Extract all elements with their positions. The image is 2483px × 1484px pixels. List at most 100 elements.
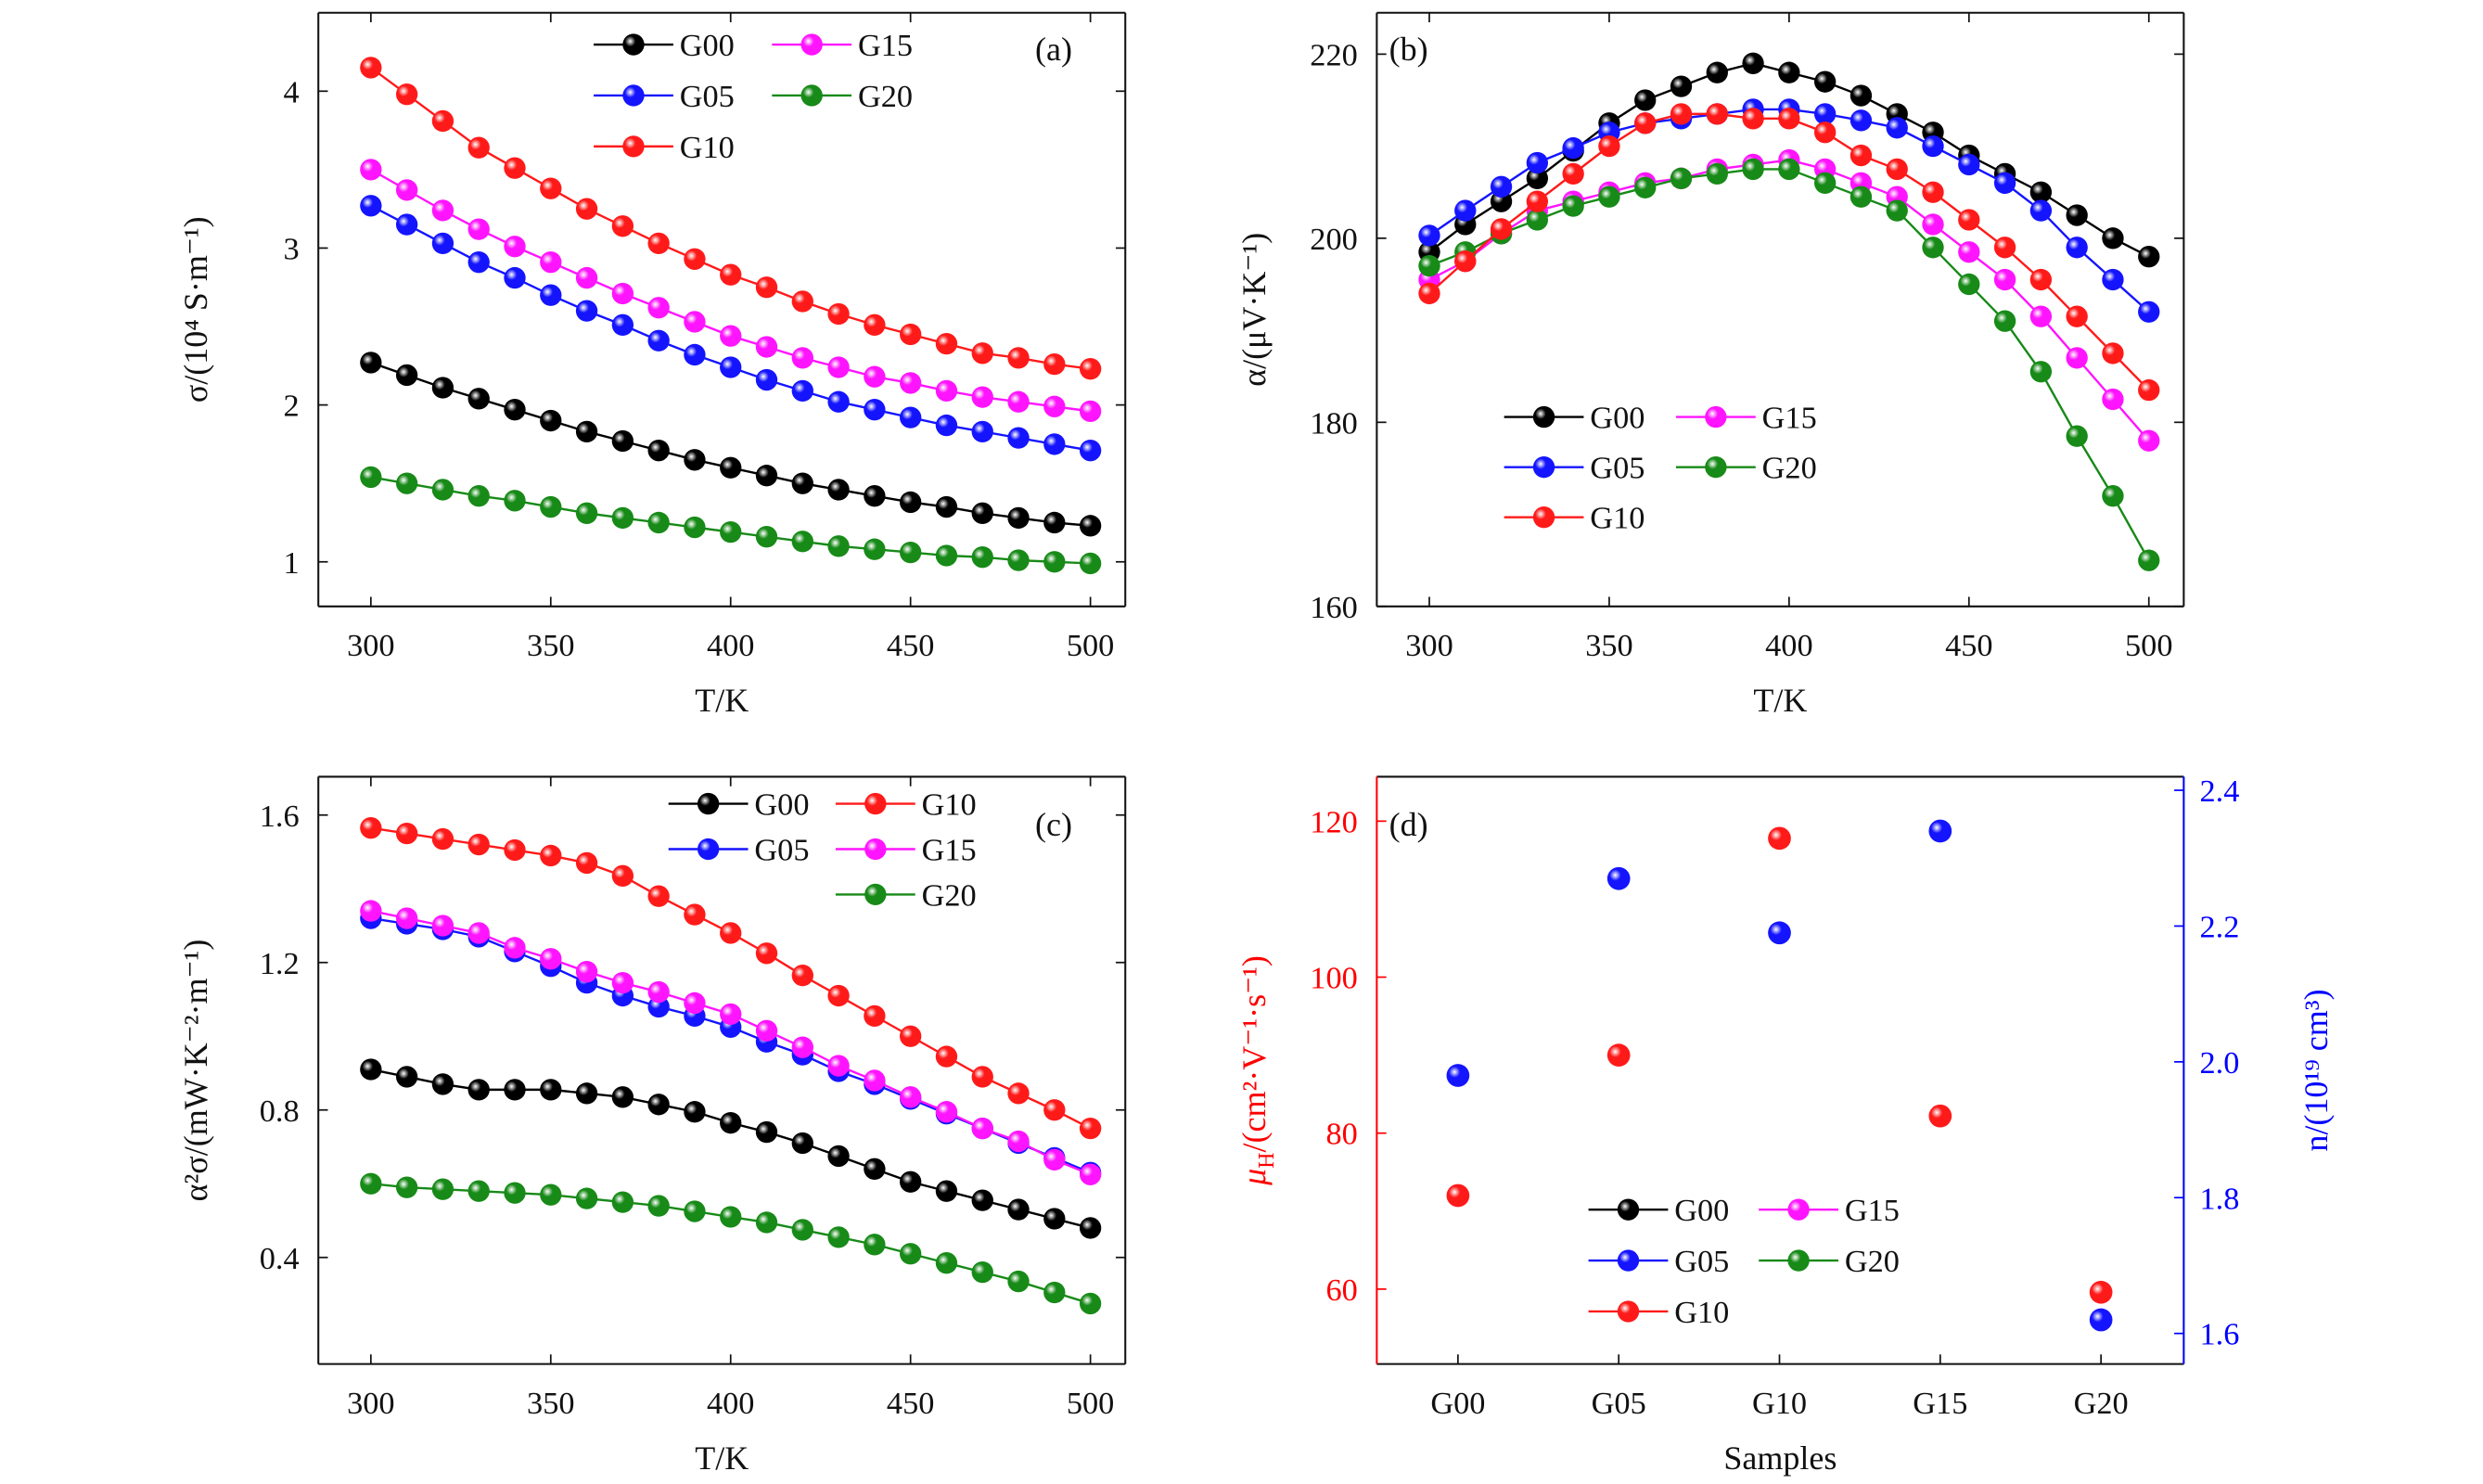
marker-g15: [431, 915, 454, 937]
marker-g00: [2066, 204, 2088, 226]
marker-g00: [827, 479, 850, 501]
marker-g20: [1079, 1292, 1102, 1315]
marker-g05: [1993, 172, 2016, 194]
marker-g15: [1705, 405, 1727, 429]
marker-g10: [467, 833, 490, 856]
y2-tick-label: 1.6: [2200, 1317, 2240, 1352]
marker-g05: [1768, 921, 1791, 945]
marker-g05: [791, 379, 813, 403]
marker-g20: [827, 535, 850, 557]
marker-g10: [827, 984, 850, 1007]
marker-g15: [1079, 400, 1102, 423]
legend-label: G00: [754, 787, 809, 823]
marker-g15: [791, 1036, 813, 1058]
marker-g10: [1007, 1082, 1030, 1105]
marker-g20: [395, 472, 418, 494]
marker-g10: [791, 964, 813, 987]
marker-g20: [1007, 549, 1030, 571]
marker-g10: [540, 177, 562, 199]
x-tick-label: G00: [1430, 1386, 1485, 1421]
marker-g15: [971, 386, 993, 408]
y-axis-label: α²σ/(mW·K⁻²·m⁻¹): [177, 940, 214, 1202]
marker-g20: [800, 84, 823, 107]
marker-g20: [899, 541, 922, 564]
legend-item-g20: G20: [835, 877, 977, 913]
marker-g00: [864, 485, 886, 507]
marker-g20: [575, 502, 598, 524]
marker-g00: [431, 1073, 454, 1095]
legend-label: G15: [1845, 1193, 1900, 1228]
marker-g20: [2138, 549, 2160, 571]
marker-g20: [467, 1180, 490, 1202]
y-tick-label: 100: [1310, 961, 1357, 996]
marker-g10: [540, 844, 562, 867]
legend-item-g05: G05: [594, 79, 735, 114]
legend-label: G10: [680, 130, 735, 165]
marker-g15: [755, 336, 778, 358]
marker-g15: [611, 282, 634, 305]
marker-g20: [1705, 455, 1727, 479]
marker-g10: [431, 827, 454, 851]
marker-g20: [684, 516, 706, 539]
marker-g10: [360, 816, 382, 839]
series-g15: [360, 159, 1102, 423]
marker-g15: [800, 33, 823, 56]
marker-g00: [540, 1079, 562, 1101]
marker-g05: [467, 251, 490, 274]
marker-g05: [647, 329, 670, 352]
y2-tick-label: 2.4: [2200, 774, 2240, 809]
marker-g10: [1079, 358, 1102, 380]
marker-g15: [864, 365, 886, 388]
marker-g10: [1813, 122, 1837, 144]
marker-g05: [611, 313, 634, 337]
marker-g05: [1043, 433, 1066, 455]
marker-g00: [431, 377, 454, 399]
marker-g00: [899, 1171, 922, 1193]
marker-g20: [1742, 158, 1764, 181]
legend-item-g15: G15: [1759, 1193, 1900, 1228]
series-g05: [360, 907, 1102, 1183]
legend-label: G20: [922, 877, 977, 913]
marker-g10: [1778, 108, 1800, 130]
legend-label: G15: [922, 832, 977, 867]
marker-g20: [1787, 1249, 1810, 1272]
x-tick-label: 350: [527, 628, 574, 663]
marker-g20: [720, 520, 742, 544]
marker-g00: [622, 33, 645, 56]
marker-g20: [720, 1206, 742, 1228]
marker-g10: [935, 332, 958, 355]
marker-g15: [2102, 388, 2124, 411]
marker-g20: [1993, 310, 2016, 332]
marker-g10: [395, 83, 418, 106]
marker-g20: [1706, 162, 1728, 186]
marker-g00: [827, 1145, 850, 1168]
marker-g20: [755, 1211, 778, 1234]
marker-g05: [2029, 199, 2053, 222]
marker-g00: [755, 1120, 778, 1144]
marker-g00: [1670, 75, 1693, 97]
marker-g20: [360, 466, 382, 489]
marker-g10: [1617, 1300, 1640, 1323]
marker-g15: [540, 251, 562, 274]
marker-g10: [1526, 190, 1549, 212]
marker-g00: [467, 1079, 490, 1101]
marker-g05: [755, 368, 778, 391]
y-tick-label: 200: [1310, 222, 1357, 257]
panel-c: 300 350 400 450 500 0.4 0.8 1.2 1.6 T/K α²σ/(mW·K⁻…: [177, 775, 1127, 1477]
marker-g10: [791, 290, 813, 313]
marker-g00: [2138, 246, 2160, 268]
legend-item-g10: G10: [1504, 501, 1645, 536]
x-tick-label: 450: [887, 1386, 934, 1421]
marker-g15: [647, 980, 670, 1004]
marker-g10: [611, 864, 634, 888]
marker-g00: [1043, 511, 1066, 534]
marker-g00: [935, 495, 958, 518]
marker-g15: [395, 907, 418, 929]
x-tick-label: 500: [1067, 1386, 1114, 1421]
series-g15: [360, 900, 1102, 1185]
marker-g00: [395, 1066, 418, 1088]
y-tick-label: 220: [1310, 37, 1357, 72]
marker-g00: [864, 1158, 886, 1181]
marker-g15: [504, 937, 526, 959]
